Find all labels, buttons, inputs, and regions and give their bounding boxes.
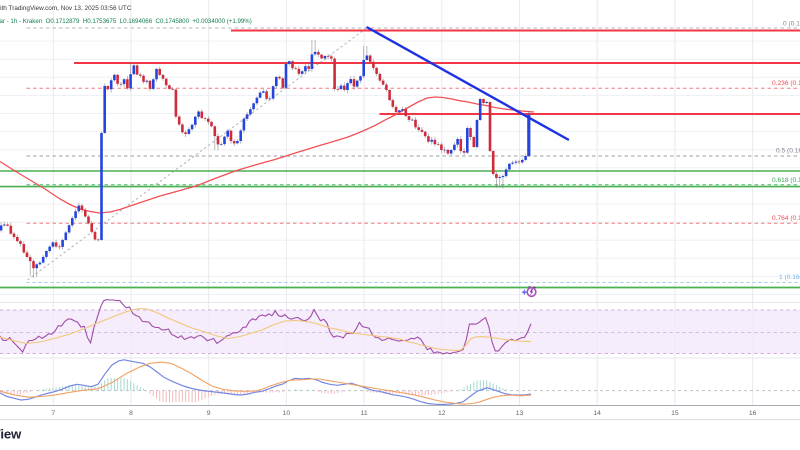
svg-text:15: 15 [671,410,679,417]
svg-text:12: 12 [438,410,446,417]
svg-text:0.5 (0.16814): 0.5 (0.16814) [776,148,800,155]
svg-text:7: 7 [51,410,55,417]
svg-text:16: 16 [749,410,757,417]
svg-text:14: 14 [593,410,601,417]
svg-text:with TradingView.com, Nov 13,: with TradingView.com, Nov 13, 2025 03:56… [0,5,132,12]
svg-text:8: 8 [129,410,133,417]
svg-text:ar - 1h - Kraken O0.1712879: ar - 1h - Kraken O0.1712879 H0.1753675 L… [0,18,252,25]
svg-text:0.618 (0.16643): 0.618 (0.16643) [772,177,800,184]
svg-text:0 (0.17537): 0 (0.17537) [783,20,800,27]
svg-text:1 (0.16091): 1 (0.16091) [779,274,800,281]
svg-text:9: 9 [207,410,211,417]
svg-text:11: 11 [361,410,368,417]
svg-text:13: 13 [516,410,524,417]
svg-text:10: 10 [283,410,291,417]
svg-text:View: View [0,427,22,442]
svg-text:0.764 (0.16432): 0.764 (0.16432) [772,215,800,222]
svg-text:0.236 (0.17196): 0.236 (0.17196) [772,80,800,87]
